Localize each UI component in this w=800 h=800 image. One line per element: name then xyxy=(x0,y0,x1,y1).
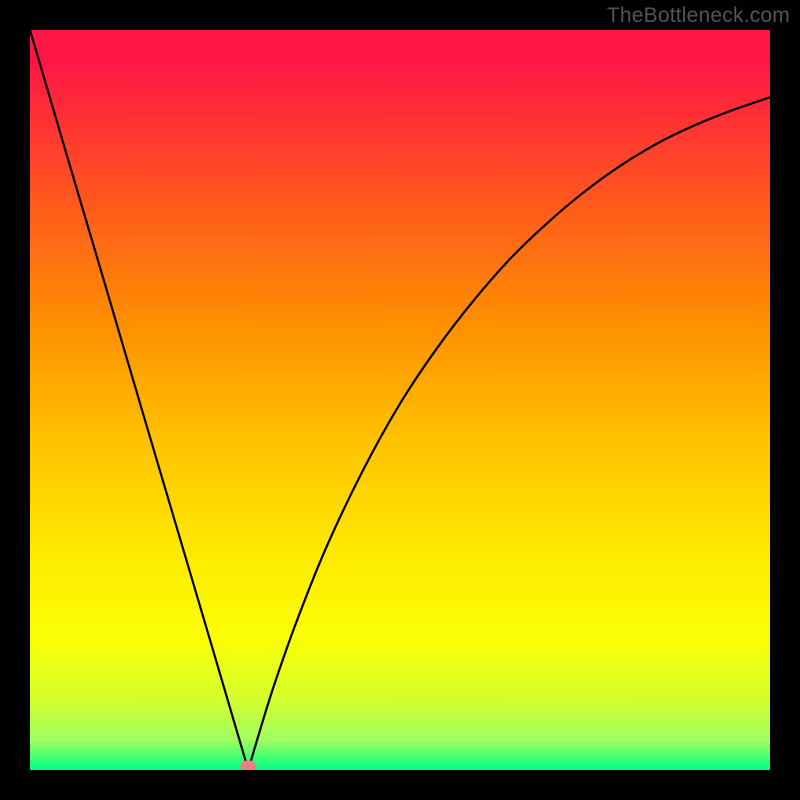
gradient-background xyxy=(30,30,770,770)
chart-svg xyxy=(30,30,770,770)
plot-area xyxy=(30,30,770,770)
watermark-text: TheBottleneck.com xyxy=(607,4,790,28)
